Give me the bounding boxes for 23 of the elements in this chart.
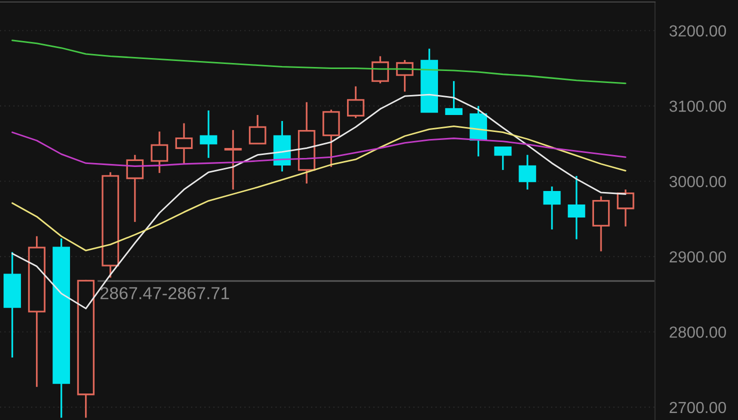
- candlestick: [52, 238, 70, 419]
- y-tick-label: 2700.00: [670, 402, 726, 414]
- candlestick: [4, 251, 21, 358]
- line-series: [12, 126, 626, 252]
- candlestick: [568, 175, 586, 240]
- candlestick: [28, 235, 46, 388]
- candlestick: [543, 186, 561, 230]
- y-tick-label: 3100.00: [670, 100, 726, 112]
- candlestick: [175, 122, 193, 165]
- candlestick: [592, 195, 610, 252]
- y-tick-label: 2800.00: [670, 326, 726, 338]
- y-tick-label: 3200.00: [670, 25, 726, 37]
- candlestick: [518, 154, 536, 190]
- candlestick: [200, 110, 218, 159]
- candlestick: [298, 101, 316, 184]
- band-label: 2867.47-2867.71: [100, 287, 230, 300]
- candlestick: [150, 130, 168, 174]
- candlestick: [224, 129, 242, 190]
- candlestick: [126, 154, 144, 223]
- line-series: [12, 40, 626, 84]
- y-tick-label: 2900.00: [670, 251, 726, 263]
- y-tick-label: 3000.00: [670, 176, 726, 188]
- candlestick: [616, 188, 634, 228]
